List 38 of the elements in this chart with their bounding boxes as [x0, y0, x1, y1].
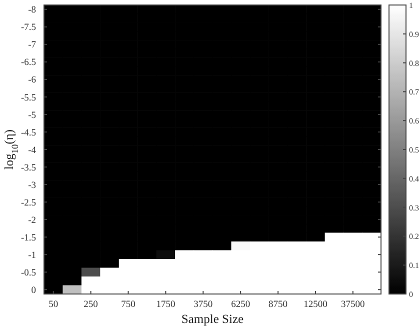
color-bar-label: 1 — [409, 1, 413, 10]
x-tick-label: 12500 — [304, 300, 328, 310]
y-tick-label: -6.5 — [20, 58, 36, 68]
y-tick-label: -0.5 — [20, 268, 36, 278]
y-tick-label: 0 — [31, 286, 36, 296]
color-bar-label: 0.9 — [409, 30, 419, 39]
color-bar-label: 0.8 — [409, 58, 419, 68]
y-tick-label: -2.5 — [20, 198, 36, 208]
color-bar-label: 0 — [409, 290, 413, 299]
y-tick-label: -3.5 — [20, 163, 36, 174]
x-tick-label: 3750 — [194, 300, 213, 310]
y-tick-label: -7.5 — [20, 23, 36, 34]
y-tick-label: -1.5 — [20, 233, 36, 244]
color-bar-label: 0.1 — [409, 261, 419, 270]
y-tick-label: -5.5 — [20, 93, 36, 104]
y-tick-label: -8 — [28, 6, 36, 16]
color-bar-label: 0.7 — [409, 88, 419, 97]
x-axis-title: Sample Size — [181, 312, 244, 326]
y-tick-label: -4 — [28, 146, 36, 156]
x-tick-label: 250 — [84, 300, 98, 310]
color-bar-label: 0.3 — [409, 203, 419, 212]
x-tick-label: 37500 — [341, 300, 366, 310]
x-tick-label: 6250 — [231, 300, 250, 310]
color-bar-label: 0.4 — [409, 174, 419, 184]
x-tick-label: 750 — [121, 300, 136, 310]
color-bar-label: 0.5 — [409, 146, 419, 154]
y-tick-label: -1 — [28, 250, 36, 261]
y-tick-label: -7 — [28, 40, 36, 51]
y-tick-label: -3 — [28, 180, 36, 191]
color-bar-label: 0.6 — [409, 116, 419, 126]
x-tick-label: 50 — [48, 300, 58, 310]
y-tick-label: -5 — [28, 110, 36, 121]
x-tick-label: 1750 — [156, 300, 176, 310]
y-tick-label: -4.5 — [20, 128, 36, 138]
y-tick-label: -6 — [28, 76, 36, 86]
y-tick-label: -2 — [28, 216, 36, 226]
x-tick-label: 8750 — [268, 300, 288, 310]
color-bar-label: 0.2 — [409, 232, 419, 242]
